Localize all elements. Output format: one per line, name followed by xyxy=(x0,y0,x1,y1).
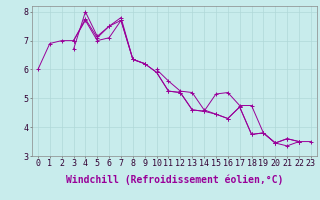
X-axis label: Windchill (Refroidissement éolien,°C): Windchill (Refroidissement éolien,°C) xyxy=(66,174,283,185)
